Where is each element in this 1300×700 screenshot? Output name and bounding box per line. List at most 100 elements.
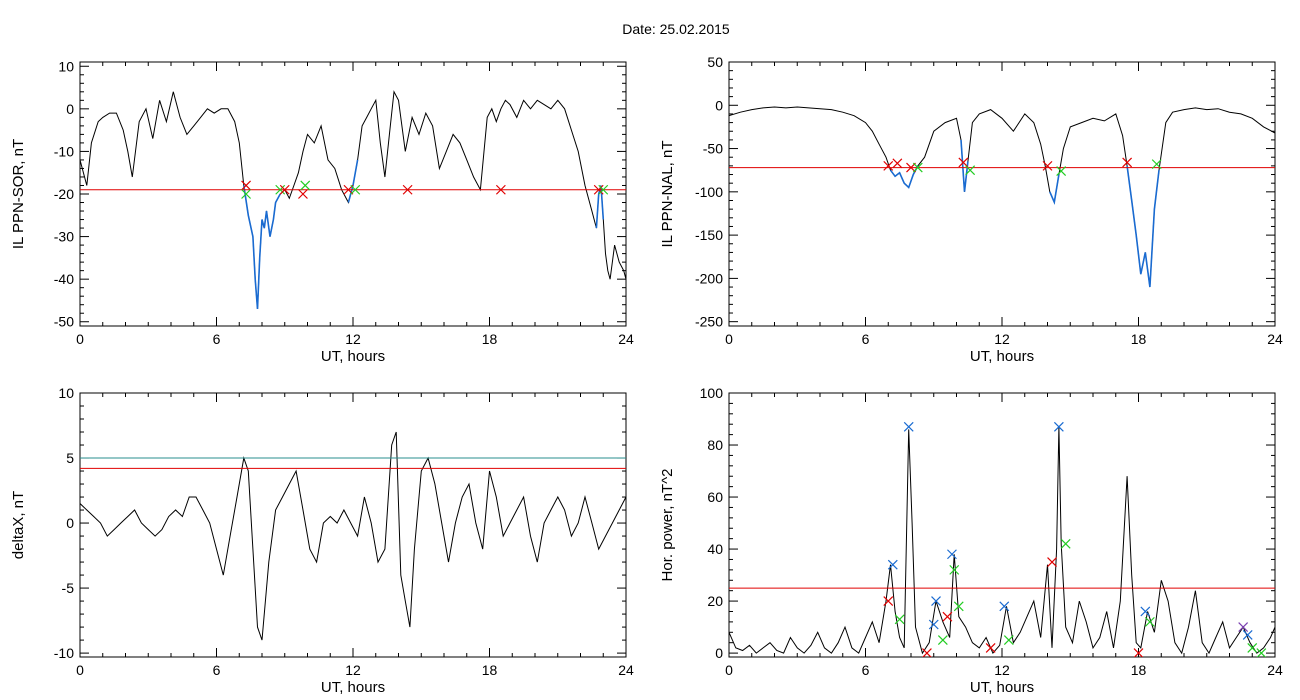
series-highlight [347, 159, 359, 203]
y-tick-label: -50 [703, 141, 723, 157]
series-highlight [595, 185, 605, 229]
event-marker [1047, 557, 1057, 567]
event-marker [300, 180, 311, 191]
y-tick-label: 100 [700, 385, 724, 401]
x-tick-label: 6 [862, 662, 870, 678]
event-marker [942, 611, 953, 622]
plot-area [80, 90, 626, 310]
event-marker [953, 601, 964, 612]
panel-p1: 0 6 12 18 24 10 0 -10 -20 -30 -40 -50 UT, hours IL PP… [10, 58, 634, 365]
event-marker [241, 180, 251, 191]
event-marker [593, 184, 604, 195]
y-tick-label: 40 [707, 541, 723, 557]
event-marker [887, 559, 898, 570]
series-highlight [243, 185, 281, 310]
y-tick-label: -20 [54, 186, 74, 202]
y-tick-label: -250 [695, 314, 723, 330]
y-tick-label: -40 [54, 271, 74, 287]
x-tick-label: 6 [213, 662, 221, 678]
series-highlight [1126, 165, 1160, 288]
event-marker [985, 642, 996, 653]
event-marker [912, 162, 923, 173]
event-marker [949, 564, 960, 575]
x-tick-label: 0 [76, 662, 84, 678]
x-tick-label: 12 [345, 662, 361, 678]
event-marker [279, 184, 290, 195]
event-marker [947, 549, 957, 560]
x-tick-label: 18 [482, 662, 498, 678]
event-marker [495, 184, 506, 195]
y-tick-label: 10 [58, 58, 74, 74]
y-tick-label: -100 [695, 184, 723, 200]
panel-p2: 0 6 12 18 24 50 0 -50 -100 -150 -200 -250 UT, hours I… [659, 54, 1283, 365]
y-axis-label: IL PPN-NAL, nT [659, 141, 676, 248]
event-marker [1122, 157, 1133, 168]
event-marker [1056, 166, 1067, 176]
event-marker [883, 160, 894, 171]
y-axis-label: deltaX, nT [10, 491, 27, 559]
x-tick-label: 18 [1131, 662, 1147, 678]
plot-area [80, 431, 626, 641]
y-tick-label: 0 [715, 97, 723, 113]
event-marker [1247, 642, 1258, 653]
series-highlight [889, 165, 919, 189]
event-marker [958, 157, 969, 168]
event-marker [350, 184, 361, 195]
event-marker [922, 648, 932, 657]
x-tick-label: 12 [994, 331, 1010, 347]
y-tick-label: 0 [715, 645, 723, 661]
event-marker [1042, 160, 1053, 171]
y-tick-label: 60 [707, 489, 723, 505]
y-tick-label: 10 [58, 385, 74, 401]
x-axis-label: UT, hours [321, 679, 385, 696]
event-marker [598, 184, 609, 195]
y-tick-label: 20 [707, 593, 723, 609]
event-marker [1256, 648, 1267, 657]
x-tick-label: 24 [618, 331, 634, 347]
x-tick-label: 6 [213, 331, 221, 347]
event-marker [1151, 159, 1162, 170]
y-tick-label: 0 [66, 515, 74, 531]
y-tick-label: 80 [707, 437, 723, 453]
series-highlight [960, 139, 969, 192]
event-marker [999, 601, 1010, 612]
panel-p4: 0 6 12 18 24 100 80 60 40 20 0 UT, hours Hor. power,… [659, 385, 1283, 696]
event-marker [1060, 538, 1071, 549]
event-marker [894, 614, 905, 625]
y-tick-label: -10 [54, 645, 74, 661]
x-tick-label: 12 [345, 331, 361, 347]
y-tick-label: -150 [695, 227, 723, 243]
x-tick-label: 0 [725, 662, 733, 678]
y-tick-label: -10 [54, 143, 74, 159]
x-tick-label: 24 [618, 662, 634, 678]
event-marker [931, 596, 941, 607]
event-marker [1238, 622, 1249, 633]
x-tick-label: 12 [994, 662, 1010, 678]
y-tick-label: 0 [66, 101, 74, 117]
event-marker [1053, 421, 1064, 432]
event-marker [1242, 629, 1253, 640]
event-marker [1140, 606, 1151, 617]
event-marker [402, 184, 413, 195]
x-axis-label: UT, hours [970, 348, 1034, 365]
plot-frame [728, 61, 1276, 327]
series-line [729, 426, 1275, 655]
figure-title: Date: 25.02.2015 [622, 21, 730, 37]
series-line [80, 431, 626, 641]
y-axis-label: Hor. power, nT^2 [659, 469, 676, 582]
x-tick-label: 0 [725, 331, 733, 347]
series-highlight [1049, 174, 1060, 206]
x-tick-label: 0 [76, 331, 84, 347]
y-tick-label: 50 [707, 54, 723, 70]
y-tick-label: -50 [54, 314, 74, 330]
event-marker [937, 635, 948, 646]
x-tick-label: 24 [1267, 662, 1283, 678]
event-marker [241, 189, 251, 199]
event-marker [1133, 648, 1144, 657]
panel-p3: 0 6 12 18 24 10 5 0 -5 -10 UT, hours deltaX, nT [10, 385, 634, 696]
event-marker [883, 596, 894, 607]
event-marker [1144, 616, 1155, 627]
event-marker [892, 158, 903, 169]
x-tick-label: 6 [862, 331, 870, 347]
